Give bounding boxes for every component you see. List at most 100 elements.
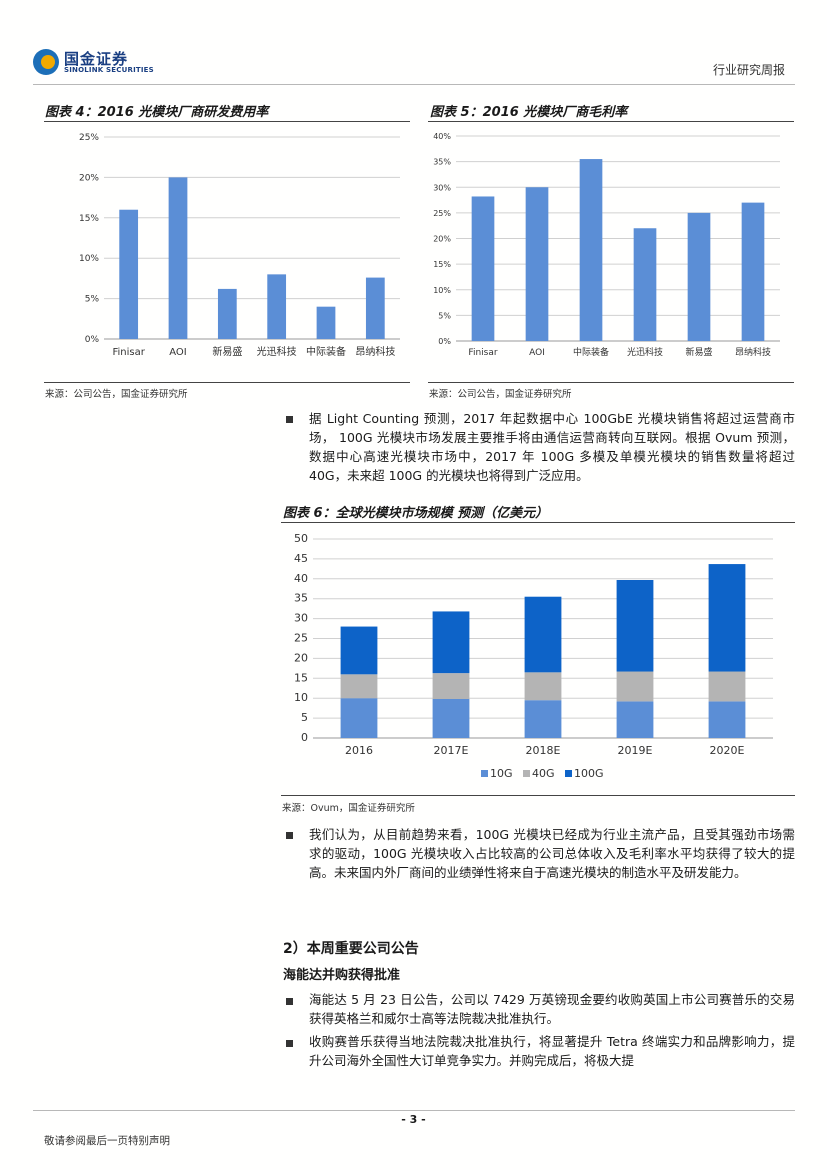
bar-40G xyxy=(616,671,654,702)
y-tick-label: 20% xyxy=(433,235,451,244)
bar-10G xyxy=(616,701,654,738)
x-tick-label: AOI xyxy=(529,348,545,358)
chart4-svg: 0% 5% 10% 15% 20% 25% Finisar AOI 新易盛 光迅科技 中际装备 昂纳科… xyxy=(79,133,400,358)
chart6-title: 图表 6：全球光模块市场规模 预测（亿美元） xyxy=(283,506,549,521)
x-tick-label: AOI xyxy=(169,347,187,358)
bullet-marker xyxy=(286,832,293,839)
bar xyxy=(365,277,385,339)
y-tick-label: 0 xyxy=(301,731,308,744)
y-tick-label: 35 xyxy=(294,592,308,605)
y-tick-label: 0% xyxy=(438,337,451,346)
chart4-frame: 0% 5% 10% 15% 20% 25% Finisar AOI 新易盛 光迅科技 中际装备 昂纳科… xyxy=(44,121,410,383)
bar xyxy=(119,209,139,339)
chart4-title: 图表 4：2016 光模块厂商研发费用率 xyxy=(45,105,269,120)
y-tick-label: 15% xyxy=(79,214,99,224)
paragraph-announcement: 海能达 5 月 23 日公告，公司以 7429 万英镑现金要约收购英国上市公司赛… xyxy=(309,992,795,1026)
chart5-frame: 0% 5% 10% 15% 20% 25% 30% 35% 40% Finisar AOI 中际装备 光… xyxy=(428,121,794,383)
footer-disclaimer: 敬请参阅最后一页特别声明 xyxy=(44,1135,170,1147)
bar-100G xyxy=(708,564,746,672)
x-tick-label: 新易盛 xyxy=(212,345,242,358)
x-tick-label: 2020E xyxy=(710,744,745,757)
bar xyxy=(633,228,657,341)
bar-100G xyxy=(432,611,470,674)
y-tick-label: 5 xyxy=(301,711,308,724)
x-tick-label: 光迅科技 xyxy=(627,346,663,358)
chart4-source: 来源：公司公告，国金证券研究所 xyxy=(45,389,188,400)
y-tick-label: 30 xyxy=(294,612,308,625)
bullet-marker xyxy=(286,1040,293,1047)
chart6-frame: 0 5 10 15 20 25 30 35 40 45 50 2016 2017E 2018E 2019E 2… xyxy=(281,522,795,796)
bar-100G xyxy=(616,579,654,672)
bar-40G xyxy=(524,672,562,701)
y-tick-label: 5% xyxy=(85,295,100,305)
bar xyxy=(168,177,188,339)
y-tick-label: 10% xyxy=(79,254,99,264)
section-subtitle: 海能达并购获得批准 xyxy=(283,968,401,983)
bar-100G xyxy=(524,596,562,673)
legend-label-100G: 100G xyxy=(574,767,604,780)
y-tick-label: 15% xyxy=(433,260,451,269)
logo-text-cn: 国金证券 xyxy=(64,50,129,68)
chart5-title: 图表 5：2016 光模块厂商毛利率 xyxy=(430,105,628,120)
bullet-marker xyxy=(286,998,293,1005)
y-tick-label: 25% xyxy=(79,133,99,143)
x-tick-label: 光迅科技 xyxy=(257,345,297,358)
bar-10G xyxy=(432,698,470,738)
bar-10G xyxy=(340,698,378,738)
footer-divider xyxy=(33,1110,795,1111)
legend-label-40G: 40G xyxy=(532,767,555,780)
bar-10G xyxy=(708,701,746,738)
bar xyxy=(316,306,336,339)
paragraph-lightcounting: 据 Light Counting 预测，2017 年起数据中心 100GbE 光… xyxy=(309,411,795,483)
y-tick-label: 30% xyxy=(433,183,451,192)
x-tick-label: 新易盛 xyxy=(685,346,712,358)
y-tick-label: 15 xyxy=(294,671,308,684)
bar-40G xyxy=(432,673,470,699)
bar xyxy=(687,212,711,341)
header-divider xyxy=(33,84,795,85)
y-tick-label: 40% xyxy=(433,132,451,141)
paragraph-opinion: 我们认为，从目前趋势来看，100G 光模块已经成为行业主流产品，且受其强劲市场需… xyxy=(309,827,795,880)
y-tick-label: 20 xyxy=(294,651,308,664)
bar xyxy=(579,159,603,341)
x-tick-label: Finisar xyxy=(468,348,497,358)
y-tick-label: 40 xyxy=(294,572,308,585)
x-tick-label: 昂纳科技 xyxy=(355,345,395,358)
y-tick-label: 35% xyxy=(433,158,451,167)
y-tick-label: 10% xyxy=(433,286,451,295)
x-tick-label: 2019E xyxy=(618,744,653,757)
report-type: 行业研究周报 xyxy=(712,63,785,77)
bar xyxy=(525,187,549,341)
x-tick-label: 中际装备 xyxy=(306,345,346,358)
page-number: - 3 - xyxy=(401,1113,426,1126)
x-tick-label: 2016 xyxy=(345,744,373,757)
y-tick-label: 45 xyxy=(294,552,308,565)
x-tick-label: 中际装备 xyxy=(573,346,609,358)
x-tick-label: 2018E xyxy=(526,744,561,757)
x-tick-label: 昂纳科技 xyxy=(735,346,771,358)
y-tick-label: 5% xyxy=(438,311,451,320)
x-tick-label: Finisar xyxy=(112,347,145,358)
section-title: 2）本周重要公司公告 xyxy=(283,941,419,957)
bar-100G xyxy=(340,626,378,675)
logo-text-en: SINOLINK SECURITIES xyxy=(64,66,154,74)
legend-swatch-40G xyxy=(523,770,530,777)
bar xyxy=(471,196,495,341)
bar-40G xyxy=(708,671,746,702)
chart6-svg: 0 5 10 15 20 25 30 35 40 45 50 2016 2017E 2018E 2019E 2… xyxy=(294,532,773,780)
chart5-source: 来源：公司公告，国金证券研究所 xyxy=(429,389,572,400)
paragraph-acquisition: 收购赛普乐获得当地法院裁决批准执行，将显著提升 Tetra 终端实力和品牌影响力… xyxy=(309,1034,795,1068)
bar xyxy=(267,274,287,339)
y-tick-label: 20% xyxy=(79,173,99,183)
y-tick-label: 25 xyxy=(294,632,308,645)
legend-swatch-10G xyxy=(481,770,488,777)
y-tick-label: 25% xyxy=(433,209,451,218)
y-tick-label: 50 xyxy=(294,532,308,545)
bar-40G xyxy=(340,674,378,699)
chart6-source: 来源：Ovum，国金证券研究所 xyxy=(282,803,415,814)
y-tick-label: 0% xyxy=(85,335,100,345)
logo-mark xyxy=(33,49,59,75)
bullet-marker xyxy=(286,416,293,423)
bar xyxy=(741,202,765,341)
legend-label-10G: 10G xyxy=(490,767,513,780)
